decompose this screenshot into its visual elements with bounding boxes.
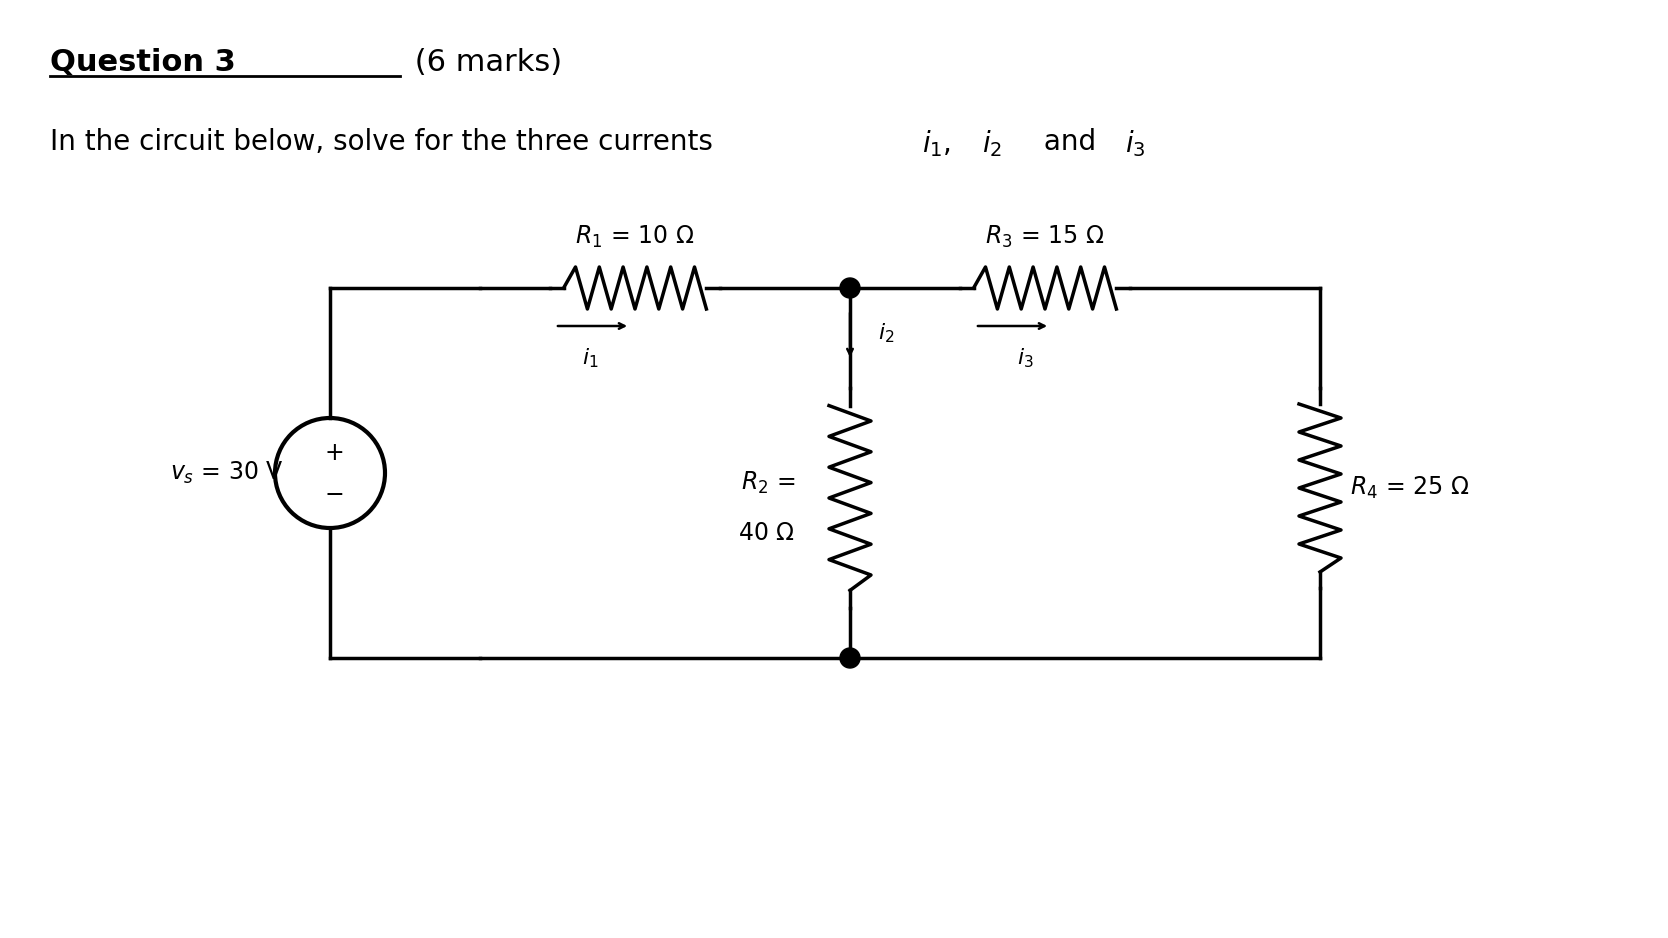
Text: +: +: [324, 441, 344, 465]
Text: (6 marks): (6 marks): [405, 48, 562, 77]
Text: $R_4$ = 25 $\Omega$: $R_4$ = 25 $\Omega$: [1349, 475, 1470, 501]
Text: −: −: [324, 483, 344, 507]
Text: $i_1$: $i_1$: [582, 346, 599, 370]
Text: $R_3$ = 15 $\Omega$: $R_3$ = 15 $\Omega$: [986, 224, 1104, 250]
Text: Question 3: Question 3: [50, 48, 235, 77]
Text: $\mathit{i}_3$: $\mathit{i}_3$: [1124, 128, 1146, 159]
Text: $v_s$ = 30 V: $v_s$ = 30 V: [170, 460, 284, 486]
Text: and: and: [1036, 128, 1104, 156]
Text: $R_2$ =: $R_2$ =: [741, 470, 796, 496]
Text: $i_2$: $i_2$: [877, 321, 894, 345]
Circle shape: [841, 648, 861, 668]
Text: $\mathit{i}_1$,: $\mathit{i}_1$,: [922, 128, 951, 159]
Text: 40 $\Omega$: 40 $\Omega$: [739, 521, 796, 545]
Text: $\mathit{i}_2$: $\mathit{i}_2$: [982, 128, 1002, 159]
Text: In the circuit below, solve for the three currents: In the circuit below, solve for the thre…: [50, 128, 722, 156]
Circle shape: [841, 278, 861, 298]
Text: $R_1$ = 10 $\Omega$: $R_1$ = 10 $\Omega$: [575, 224, 694, 250]
Text: $i_3$: $i_3$: [1017, 346, 1034, 370]
